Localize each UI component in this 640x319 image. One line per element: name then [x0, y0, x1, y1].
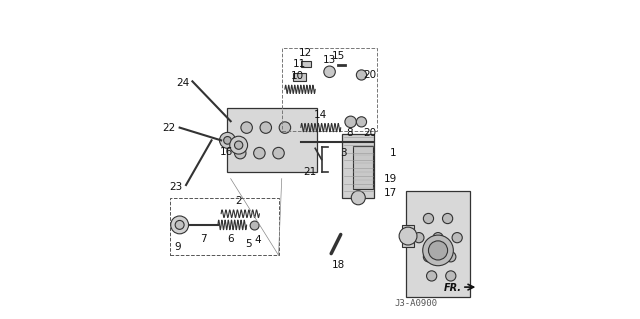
Circle shape [356, 70, 367, 80]
Text: 24: 24 [177, 78, 190, 88]
Text: 3: 3 [340, 148, 348, 158]
Text: 2: 2 [236, 196, 242, 206]
Circle shape [253, 147, 265, 159]
Bar [342, 134, 374, 198]
Circle shape [422, 235, 453, 266]
Circle shape [351, 191, 365, 205]
Text: 13: 13 [323, 55, 336, 65]
Circle shape [452, 233, 462, 243]
Circle shape [250, 221, 259, 230]
Circle shape [345, 116, 356, 128]
Circle shape [399, 227, 417, 245]
Text: 20: 20 [364, 128, 376, 137]
Circle shape [426, 271, 436, 281]
Text: 15: 15 [332, 51, 345, 61]
Text: 23: 23 [169, 182, 182, 192]
Text: 1: 1 [390, 148, 397, 158]
Circle shape [324, 66, 335, 78]
Text: 18: 18 [332, 260, 345, 270]
Circle shape [442, 213, 452, 224]
Circle shape [423, 213, 433, 224]
Text: 11: 11 [292, 59, 306, 69]
Circle shape [175, 220, 184, 229]
Text: 7: 7 [200, 234, 207, 243]
Text: 9: 9 [175, 242, 181, 252]
Text: 20: 20 [364, 70, 376, 80]
Circle shape [445, 252, 456, 262]
Circle shape [279, 122, 291, 133]
Bar [353, 146, 373, 189]
Circle shape [223, 137, 231, 144]
Text: 6: 6 [227, 234, 234, 243]
Circle shape [260, 122, 271, 133]
Circle shape [445, 271, 456, 281]
Text: 16: 16 [220, 146, 233, 157]
Circle shape [241, 122, 252, 133]
Text: J3-A0900: J3-A0900 [394, 299, 437, 308]
Circle shape [428, 241, 447, 260]
Bar [170, 198, 278, 255]
Circle shape [230, 136, 248, 154]
Text: 10: 10 [291, 71, 304, 81]
Circle shape [423, 252, 433, 262]
Circle shape [220, 132, 236, 148]
Circle shape [356, 117, 367, 127]
Bar [227, 108, 317, 172]
Text: FR.: FR. [444, 283, 462, 293]
Bar [293, 73, 306, 80]
Circle shape [171, 216, 189, 234]
Text: 12: 12 [299, 48, 312, 58]
Text: 17: 17 [384, 188, 397, 198]
Text: 14: 14 [314, 110, 326, 120]
Text: 4: 4 [255, 235, 261, 245]
Text: 8: 8 [346, 128, 353, 137]
Bar [406, 191, 470, 297]
Bar [282, 48, 378, 131]
Circle shape [433, 233, 443, 243]
Bar [301, 61, 311, 67]
Bar [402, 225, 415, 247]
Text: 22: 22 [163, 122, 176, 133]
Circle shape [234, 141, 243, 149]
Circle shape [273, 147, 284, 159]
Text: 5: 5 [245, 239, 252, 249]
Circle shape [414, 233, 424, 243]
Text: 19: 19 [384, 174, 397, 184]
Text: 21: 21 [303, 167, 317, 177]
Circle shape [234, 147, 246, 159]
